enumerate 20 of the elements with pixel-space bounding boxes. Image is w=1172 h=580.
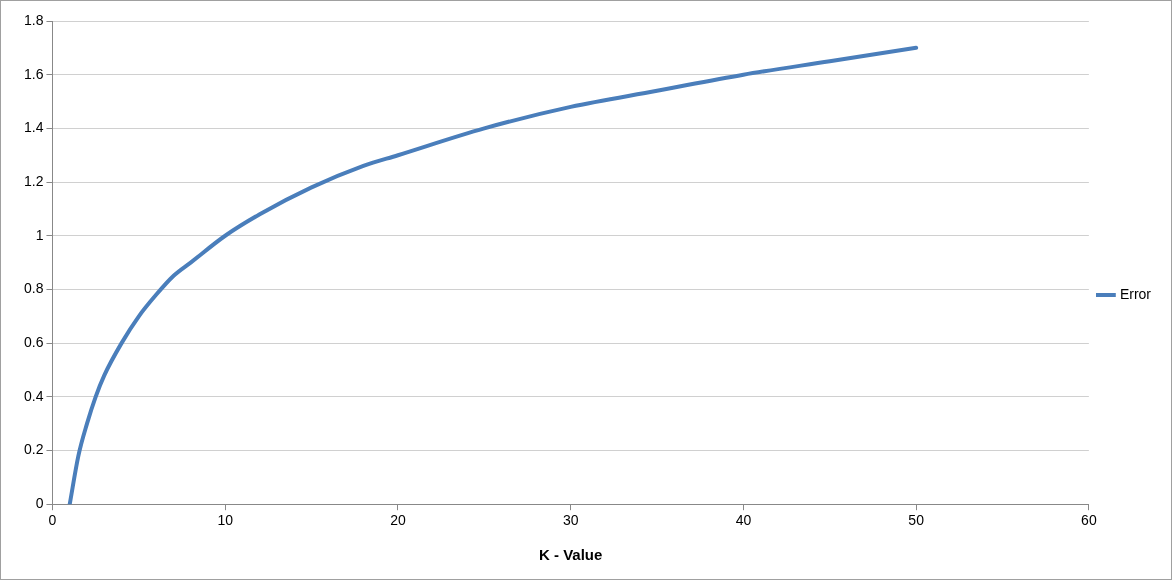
y-tick-label: 0.8 (23, 280, 44, 297)
line-series (67, 45, 919, 505)
legend-label: Error (1119, 285, 1152, 302)
x-tick-label: 30 (562, 512, 579, 529)
x-tick-label: 50 (908, 512, 925, 529)
x-tick-label: 60 (1081, 512, 1097, 529)
y-tick-label: 1 (35, 226, 44, 243)
y-tick-label: 1.4 (23, 119, 44, 136)
x-tick-label: 40 (735, 512, 752, 529)
x-axis-title: K - Value (539, 546, 603, 564)
y-tick-label: 0.2 (23, 441, 44, 458)
x-tick-label: 20 (390, 512, 406, 529)
y-tick-label: 1.2 (23, 172, 44, 189)
y-tick-label: 1.6 (23, 65, 44, 82)
x-tick-label: 0 (48, 512, 57, 529)
y-tick-label: 0.4 (23, 387, 44, 404)
y-tick-label: 1.8 (23, 11, 44, 28)
x-tick-label: 10 (217, 512, 234, 529)
y-tick-label: 0.6 (23, 333, 44, 350)
y-tick-label: 0 (35, 495, 44, 512)
